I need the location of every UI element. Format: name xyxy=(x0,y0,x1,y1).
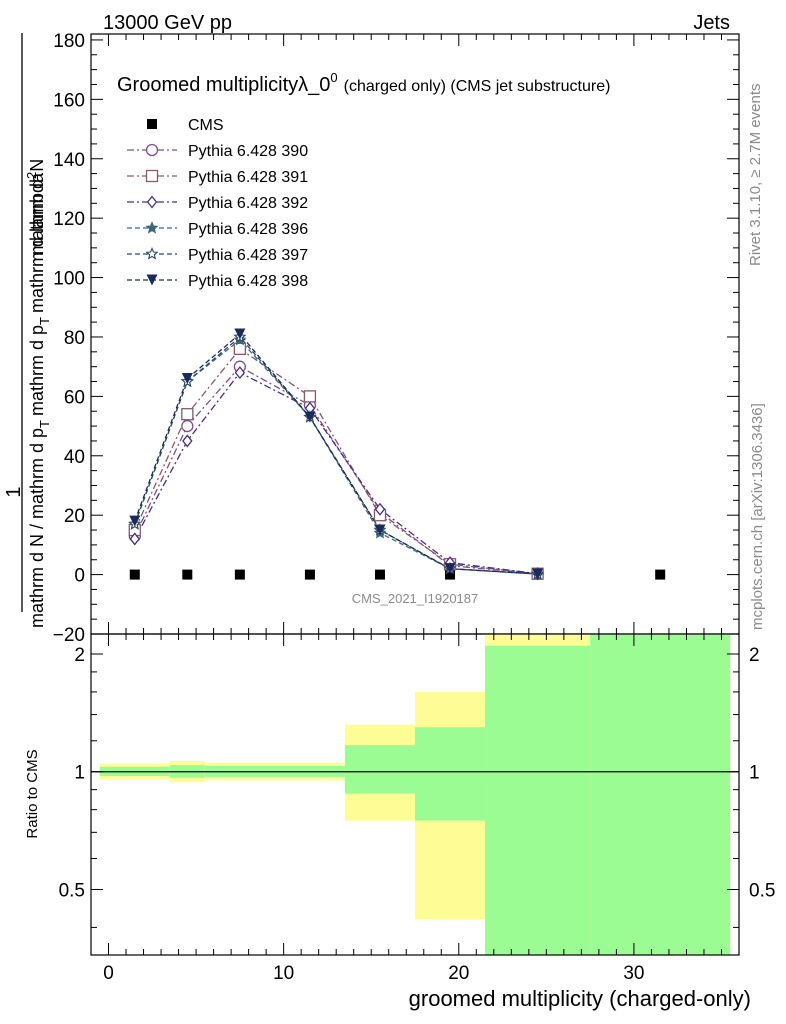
ylabel-main-numerator: mathrm d2N xyxy=(24,159,47,255)
data-marker xyxy=(234,366,246,380)
x-tick-label: 0 xyxy=(103,963,114,984)
ratio-y-tick-label-right: 1 xyxy=(749,763,760,784)
data-marker xyxy=(129,515,141,527)
ratio-y-tick-label-right: 2 xyxy=(749,645,760,666)
ylabel-frac-denominator: mathrm d N / mathrm d pTmathrm d pTmathr… xyxy=(27,172,52,628)
data-marker xyxy=(303,390,317,403)
ratio-y-tick-label: 1 xyxy=(74,763,85,784)
y-tick-label: 140 xyxy=(53,150,85,171)
y-tick-label: 20 xyxy=(64,506,85,527)
y-tick-label: −20 xyxy=(53,625,85,646)
ratio-band-inner xyxy=(590,634,731,955)
main-plot-ticks: −20 0 20 40 60 80 100 120 140 160 180 xyxy=(53,31,739,646)
ylabel-frac-numerator: 1 xyxy=(3,486,25,497)
y-tick-label: 120 xyxy=(53,209,85,230)
data-marker xyxy=(181,373,193,385)
legend-label: Pythia 6.428 391 xyxy=(188,169,308,186)
y-tick-label: 160 xyxy=(53,90,85,111)
x-tick-label: 20 xyxy=(448,963,469,984)
data-marker xyxy=(145,221,159,234)
legend-label: Pythia 6.428 390 xyxy=(188,143,308,160)
series-line xyxy=(134,333,538,575)
ratio-y-axis-label: Ratio to CMS xyxy=(24,749,41,838)
y-tick-label: 40 xyxy=(64,447,85,468)
mcplots-label: mcplots.cern.ch [arXiv:1306.3436] xyxy=(749,403,766,630)
main-title-text: Groomed multiplicityλ_0 xyxy=(117,74,330,96)
ratio-band-inner xyxy=(344,745,415,794)
main-title: Groomed multiplicityλ_00 (charged only) (… xyxy=(117,70,610,96)
legend-label: Pythia 6.428 392 xyxy=(188,195,308,212)
legend-label: Pythia 6.428 396 xyxy=(188,221,308,238)
data-marker xyxy=(234,569,245,580)
data-marker xyxy=(445,569,456,580)
ratio-y-tick-label-right: 0.5 xyxy=(749,880,775,901)
header-left: 13000 GeV pp xyxy=(103,12,232,34)
y-tick-label: 0 xyxy=(74,566,85,587)
y-tick-label: 60 xyxy=(64,387,85,408)
ratio-band-inner xyxy=(485,645,591,955)
data-marker xyxy=(233,342,247,356)
legend-label: Pythia 6.428 398 xyxy=(188,273,308,290)
ratio-plot-frame xyxy=(90,633,740,956)
rivet-label: Rivet 3.1.10, ≥ 2.7M events xyxy=(747,84,764,267)
data-marker xyxy=(374,502,386,516)
ratio-y-tick-label: 0.5 xyxy=(59,880,85,901)
main-title-sup: 0 xyxy=(330,70,337,85)
data-marker xyxy=(145,143,159,157)
analysis-label: CMS_2021_I1920187 xyxy=(352,591,479,606)
data-marker xyxy=(304,569,315,580)
data-marker xyxy=(145,247,159,260)
legend-label: CMS xyxy=(188,117,224,134)
y-tick-label: 180 xyxy=(53,31,85,52)
x-axis-label: groomed multiplicity (charged-only) xyxy=(409,986,751,1011)
x-tick-label: 30 xyxy=(623,963,644,984)
series-line xyxy=(134,365,538,575)
main-plot-series xyxy=(128,328,666,581)
y-tick-label: 100 xyxy=(53,269,85,290)
data-marker xyxy=(234,328,246,340)
ratio-bands xyxy=(91,634,739,955)
data-marker xyxy=(374,569,385,580)
data-marker xyxy=(655,569,666,580)
ratio-plot-ticks: 0.5 0.51 12 20 10 20 30 xyxy=(59,634,775,984)
x-tick-label: 10 xyxy=(273,963,294,984)
legend-label: Pythia 6.428 397 xyxy=(188,247,308,264)
data-marker xyxy=(145,169,159,183)
data-marker xyxy=(146,195,158,209)
data-marker xyxy=(129,569,140,580)
data-marker xyxy=(374,524,386,536)
data-marker xyxy=(129,532,141,546)
data-marker xyxy=(304,411,316,423)
data-marker xyxy=(182,434,193,448)
data-marker xyxy=(181,408,194,421)
data-marker xyxy=(146,274,158,286)
series-line xyxy=(134,348,538,575)
data-marker xyxy=(444,563,456,575)
legend: CMS Pythia 6.428 390 Pythia 6.428 391 Pythi… xyxy=(127,117,308,290)
data-marker xyxy=(182,569,193,580)
main-title-sub: (charged only) (CMS jet substructure) xyxy=(344,78,611,95)
data-marker xyxy=(147,119,157,129)
y-tick-label: 80 xyxy=(64,328,85,349)
ratio-band-inner xyxy=(415,727,486,821)
series-line xyxy=(134,371,538,575)
data-marker xyxy=(181,419,194,433)
main-y-axis-label: 1 mathrm d N / mathrm d pTmathrm d pTmat… xyxy=(3,33,52,628)
ratio-y-tick-label: 2 xyxy=(74,645,85,666)
data-marker xyxy=(532,568,544,580)
header-right: Jets xyxy=(693,12,730,34)
